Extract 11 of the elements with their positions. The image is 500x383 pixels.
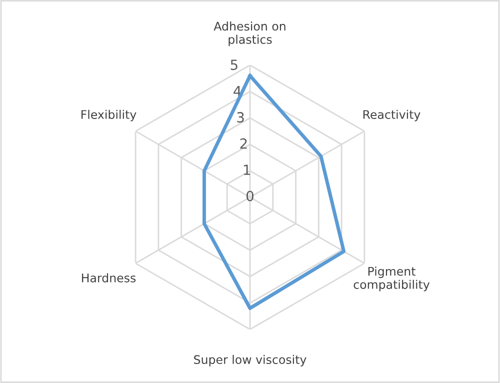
spoke-label: Adhesion on plastics: [214, 22, 286, 46]
y-tick-label: 2: [240, 138, 247, 149]
spoke-label: Super low viscosity: [194, 354, 306, 366]
spoke-label: Hardness: [82, 273, 136, 282]
y-tick-label: 1: [244, 164, 250, 175]
y-tick-label: 3: [237, 112, 244, 123]
spoke-label: Flexibility: [81, 110, 136, 122]
spoke-label: Reactivity: [363, 110, 420, 122]
y-tick-label: 5: [230, 60, 238, 70]
y-tick-label: 0: [246, 190, 254, 202]
spoke-label: Pigment compatibility: [354, 266, 430, 292]
